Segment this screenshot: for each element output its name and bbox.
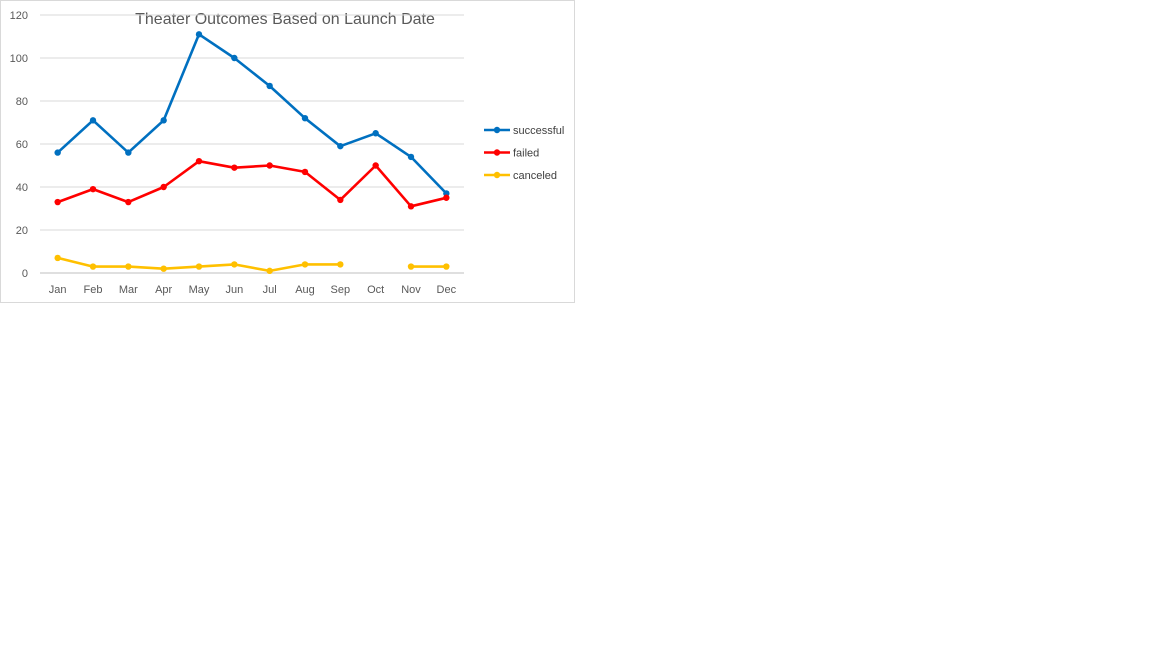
- x-tick-label: Sep: [331, 284, 351, 296]
- gridlines: [40, 14, 464, 274]
- x-tick-label: Nov: [401, 284, 421, 296]
- x-tick-label: Jan: [49, 284, 67, 296]
- x-tick-label: Jul: [263, 284, 277, 296]
- data-point: [301, 168, 309, 176]
- series-line: [56, 32, 448, 195]
- data-point: [125, 198, 132, 206]
- data-point: [372, 162, 379, 169]
- x-tick-label: Aug: [295, 284, 315, 296]
- data-point: [266, 162, 273, 169]
- line-chart: Theater Outcomes Based on Launch Date 0 2…: [10, 10, 565, 296]
- data-point: [54, 149, 61, 156]
- data-point: [160, 183, 167, 191]
- data-point: [195, 263, 203, 270]
- data-point: [337, 196, 344, 204]
- x-tick-label: Jun: [225, 284, 243, 296]
- series-successful: [54, 31, 450, 197]
- data-point: [266, 82, 273, 90]
- x-tick-label: Apr: [155, 284, 172, 296]
- y-tick-label: 20: [16, 225, 28, 237]
- y-tick-label: 100: [10, 53, 28, 65]
- y-tick-label: 60: [16, 139, 28, 151]
- y-axis-tick-labels: 0 20 40 60 80 100 120: [10, 10, 28, 280]
- data-point: [160, 117, 167, 124]
- chart-title: Theater Outcomes Based on Launch Date: [135, 11, 435, 28]
- data-point: [195, 158, 203, 165]
- data-point: [195, 31, 203, 38]
- data-point: [125, 149, 132, 156]
- series-canceled: [54, 254, 450, 275]
- data-point: [89, 263, 97, 270]
- data-point: [372, 130, 379, 137]
- series-line: [56, 159, 448, 208]
- legend-swatch-marker: [493, 171, 501, 179]
- y-tick-label: 120: [10, 10, 28, 22]
- legend: successful failed canceled: [484, 125, 564, 182]
- y-tick-label: 0: [22, 268, 28, 280]
- legend-label: failed: [513, 148, 539, 160]
- y-tick-label: 40: [16, 182, 28, 194]
- data-point: [160, 265, 167, 272]
- data-point: [443, 194, 450, 201]
- data-point: [231, 261, 238, 268]
- x-tick-label: Dec: [437, 284, 457, 296]
- data-point: [231, 54, 238, 62]
- data-point: [54, 254, 61, 262]
- data-point: [301, 261, 309, 268]
- data-point: [231, 164, 238, 171]
- series-group: [54, 31, 450, 275]
- x-tick-label: Mar: [119, 284, 138, 296]
- x-axis-tick-labels: Jan Feb Mar Apr May Jun Jul Aug Sep Oct Nov Dec: [49, 284, 457, 296]
- data-point: [407, 153, 415, 161]
- series-failed: [54, 158, 450, 210]
- data-point: [89, 117, 97, 124]
- data-point: [301, 115, 309, 122]
- x-tick-label: May: [189, 284, 210, 296]
- y-tick-label: 80: [16, 96, 28, 108]
- data-point: [443, 263, 450, 270]
- data-point: [407, 263, 415, 270]
- x-tick-label: Feb: [84, 284, 103, 296]
- legend-swatch-marker: [493, 149, 501, 156]
- legend-item-canceled: canceled: [484, 170, 557, 182]
- data-point: [125, 263, 132, 270]
- data-point: [407, 203, 415, 210]
- data-point: [337, 142, 344, 150]
- legend-swatch-marker: [493, 126, 501, 134]
- legend-item-failed: failed: [484, 148, 539, 160]
- data-point: [54, 198, 61, 206]
- data-point: [266, 267, 273, 275]
- x-tick-label: Oct: [367, 284, 384, 296]
- data-point: [89, 185, 97, 193]
- chart-area: Theater Outcomes Based on Launch Date 0 2…: [0, 0, 575, 303]
- legend-label: successful: [513, 125, 564, 137]
- data-point: [337, 261, 344, 268]
- legend-item-successful: successful: [484, 125, 564, 137]
- legend-label: canceled: [513, 170, 557, 182]
